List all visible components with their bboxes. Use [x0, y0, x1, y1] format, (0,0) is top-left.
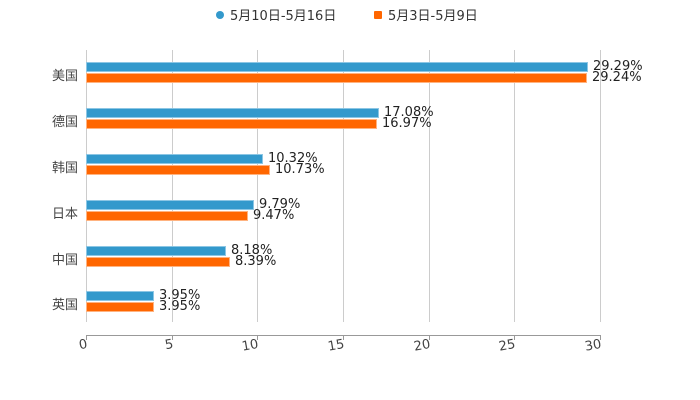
bar-series-1[interactable] — [86, 62, 588, 72]
x-tick-label: 0 — [77, 337, 89, 354]
value-label: 10.32% — [268, 151, 318, 166]
bar-series-2[interactable] — [86, 257, 230, 267]
bar-series-2[interactable] — [86, 119, 377, 129]
value-label: 17.08% — [384, 105, 434, 120]
legend-label: 5月3日-5月9日 — [388, 9, 478, 24]
bar-series-2[interactable] — [86, 211, 248, 221]
bar-series-1[interactable] — [86, 154, 263, 164]
x-tick-label: 20 — [412, 337, 432, 355]
category-label: 韩国 — [51, 161, 78, 176]
x-tick-label: 5 — [163, 337, 175, 354]
x-tick-label: 10 — [240, 337, 260, 355]
gridline — [514, 50, 515, 322]
axis-tick — [600, 335, 601, 340]
circle-marker-icon — [216, 10, 224, 19]
axis-tick — [86, 335, 87, 340]
x-tick-label: 25 — [497, 337, 517, 355]
gridline — [343, 50, 344, 322]
value-label: 29.29% — [593, 59, 643, 74]
axis-tick — [514, 335, 515, 340]
value-label: 9.79% — [259, 197, 301, 212]
value-label: 3.95% — [159, 288, 201, 303]
category-label: 美国 — [51, 69, 78, 84]
axis-tick — [429, 335, 430, 340]
bar-series-2[interactable] — [86, 165, 270, 175]
value-label: 3.95% — [159, 299, 201, 314]
gridline — [257, 50, 258, 322]
gridline — [600, 50, 601, 322]
bar-series-2[interactable] — [86, 302, 154, 312]
bar-series-2[interactable] — [86, 73, 587, 83]
value-label: 29.24% — [592, 70, 642, 85]
x-tick-label: 30 — [583, 337, 603, 355]
x-axis-line — [86, 335, 600, 336]
legend-item-series-1[interactable]: 5月10日-5月16日 — [216, 5, 336, 24]
bar-series-1[interactable] — [86, 200, 254, 210]
value-label: 8.39% — [235, 254, 277, 269]
value-label: 10.73% — [275, 162, 325, 177]
axis-tick — [172, 335, 173, 340]
bar-series-1[interactable] — [86, 246, 226, 256]
x-tick-label: 15 — [326, 337, 346, 355]
category-label: 德国 — [51, 115, 78, 130]
category-label: 英国 — [51, 298, 78, 313]
gridline — [172, 50, 173, 322]
chart-legend: 5月10日-5月16日 5月3日-5月9日 — [0, 5, 700, 24]
gridline — [429, 50, 430, 322]
legend-label: 5月10日-5月16日 — [230, 9, 337, 24]
category-label: 中国 — [51, 253, 78, 268]
gridline — [86, 50, 87, 322]
bar-series-1[interactable] — [86, 291, 154, 301]
axis-tick — [343, 335, 344, 340]
axis-tick — [257, 335, 258, 340]
legend-item-series-2[interactable]: 5月3日-5月9日 — [374, 5, 478, 24]
bar-series-1[interactable] — [86, 108, 379, 118]
square-marker-icon — [374, 10, 382, 19]
value-label: 16.97% — [382, 116, 432, 131]
value-label: 9.47% — [253, 208, 295, 223]
value-label: 8.18% — [231, 243, 273, 258]
category-label: 日本 — [51, 207, 78, 222]
